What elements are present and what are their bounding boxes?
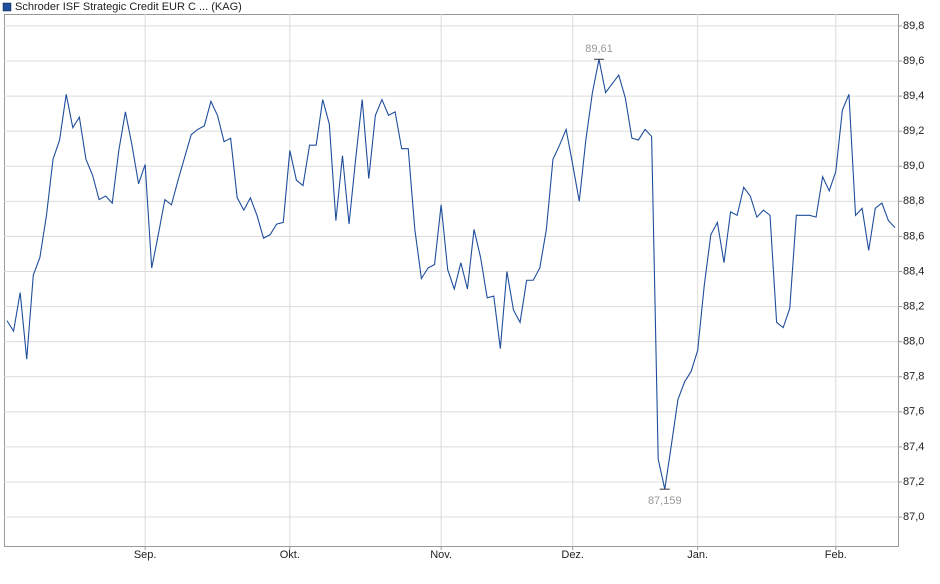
y-tick-label: 87,8	[903, 371, 924, 383]
legend-label: Schroder ISF Strategic Credit EUR C ... …	[15, 1, 242, 13]
y-tick-label: 89,6	[903, 55, 924, 67]
y-tick-label: 87,0	[903, 511, 924, 523]
x-tick-label: Sep.	[134, 549, 157, 561]
y-tick-label: 87,6	[903, 406, 924, 418]
y-tick-label: 89,4	[903, 90, 924, 102]
x-tick-label: Dez.	[561, 549, 584, 561]
x-tick-label: Jan.	[687, 549, 708, 561]
y-tick-label: 88,0	[903, 336, 924, 348]
x-tick-label: Feb.	[825, 549, 847, 561]
y-tick-label: 89,2	[903, 125, 924, 137]
x-tick-label: Nov.	[430, 549, 452, 561]
y-tick-label: 87,4	[903, 441, 924, 453]
y-tick-label: 89,8	[903, 20, 924, 32]
x-tick-label: Okt.	[280, 549, 300, 561]
legend-swatch	[2, 2, 12, 12]
y-tick-label: 87,2	[903, 476, 924, 488]
y-tick-label: 88,8	[903, 195, 924, 207]
y-tick-label: 88,2	[903, 300, 924, 312]
plot-frame	[4, 14, 899, 547]
annotation-label: 89,61	[585, 43, 613, 55]
annotation-label: 87,159	[648, 495, 682, 507]
y-tick-label: 88,6	[903, 230, 924, 242]
y-tick-label: 89,0	[903, 160, 924, 172]
y-tick-label: 88,4	[903, 265, 924, 277]
line-series	[6, 59, 896, 490]
